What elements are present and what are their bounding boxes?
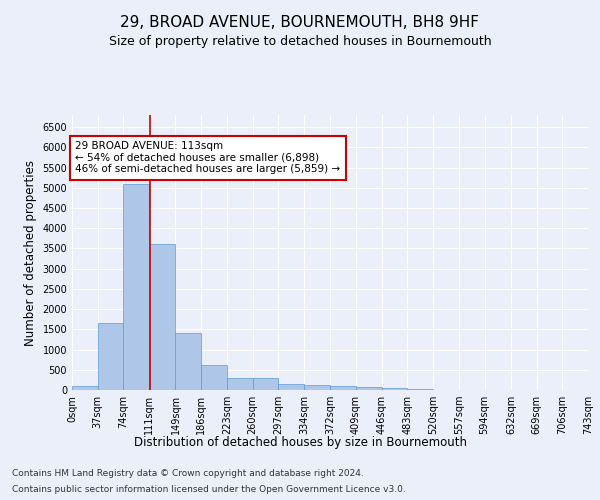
- Y-axis label: Number of detached properties: Number of detached properties: [24, 160, 37, 346]
- Text: Size of property relative to detached houses in Bournemouth: Size of property relative to detached ho…: [109, 34, 491, 48]
- Bar: [331, 386, 356, 390]
- Text: 29, BROAD AVENUE, BOURNEMOUTH, BH8 9HF: 29, BROAD AVENUE, BOURNEMOUTH, BH8 9HF: [121, 15, 479, 30]
- Text: Contains HM Land Registry data © Crown copyright and database right 2024.: Contains HM Land Registry data © Crown c…: [12, 470, 364, 478]
- Bar: [304, 385, 329, 390]
- Text: 29 BROAD AVENUE: 113sqm
← 54% of detached houses are smaller (6,898)
46% of semi: 29 BROAD AVENUE: 113sqm ← 54% of detache…: [76, 141, 341, 174]
- Bar: [356, 387, 382, 390]
- Bar: [278, 384, 304, 390]
- Text: Distribution of detached houses by size in Bournemouth: Distribution of detached houses by size …: [133, 436, 467, 449]
- Bar: [253, 378, 278, 390]
- Bar: [149, 244, 175, 390]
- Bar: [124, 184, 149, 390]
- Bar: [98, 324, 124, 390]
- Bar: [201, 365, 227, 390]
- Bar: [227, 378, 253, 390]
- Bar: [175, 334, 201, 390]
- Text: Contains public sector information licensed under the Open Government Licence v3: Contains public sector information licen…: [12, 484, 406, 494]
- Bar: [382, 388, 407, 390]
- Bar: [72, 386, 98, 390]
